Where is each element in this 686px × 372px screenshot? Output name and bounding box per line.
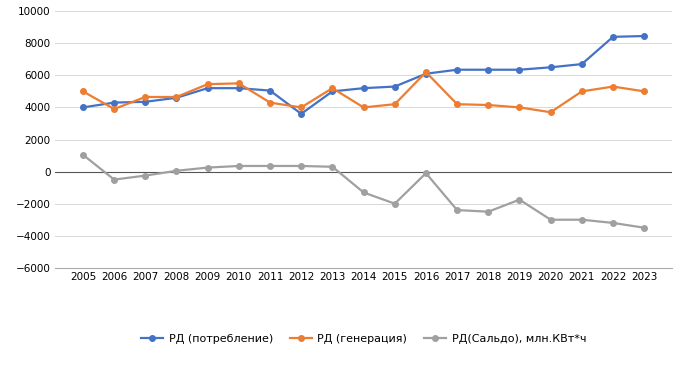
- РД (генерация): [390, 102, 399, 106]
- РД (потребление): [453, 67, 461, 72]
- РД(Сальдо), млн.КВт*ч: [547, 218, 555, 222]
- РД (потребление): [297, 112, 305, 116]
- РД (генерация): [266, 100, 274, 105]
- РД (потребление): [172, 96, 180, 100]
- РД(Сальдо), млн.КВт*ч: [110, 177, 118, 182]
- РД(Сальдо), млн.КВт*ч: [204, 165, 212, 170]
- РД (потребление): [141, 100, 150, 104]
- РД (генерация): [640, 89, 648, 94]
- Line: РД(Сальдо), млн.КВт*ч: РД(Сальдо), млн.КВт*ч: [80, 152, 647, 231]
- РД (генерация): [110, 107, 118, 111]
- РД(Сальдо), млн.КВт*ч: [297, 164, 305, 168]
- РД (потребление): [640, 34, 648, 38]
- РД (потребление): [204, 86, 212, 90]
- РД (потребление): [578, 62, 586, 66]
- РД(Сальдо), млн.КВт*ч: [609, 221, 617, 225]
- РД (генерация): [359, 105, 368, 110]
- РД (генерация): [547, 110, 555, 115]
- РД(Сальдо), млн.КВт*ч: [359, 190, 368, 195]
- РД (потребление): [79, 105, 87, 110]
- РД(Сальдо), млн.КВт*ч: [79, 153, 87, 157]
- РД (потребление): [515, 67, 523, 72]
- РД (потребление): [266, 88, 274, 93]
- РД (потребление): [329, 89, 337, 94]
- РД (потребление): [110, 100, 118, 105]
- РД (генерация): [578, 89, 586, 94]
- РД (потребление): [547, 65, 555, 70]
- Line: РД (генерация): РД (генерация): [80, 69, 647, 115]
- РД (потребление): [484, 67, 493, 72]
- РД (генерация): [329, 86, 337, 90]
- РД (потребление): [422, 71, 430, 76]
- Legend: РД (потребление), РД (генерация), РД(Сальдо), млн.КВт*ч: РД (потребление), РД (генерация), РД(Сал…: [137, 330, 591, 349]
- РД (генерация): [515, 105, 523, 110]
- РД(Сальдо), млн.КВт*ч: [172, 169, 180, 173]
- РД (генерация): [422, 70, 430, 74]
- РД (генерация): [79, 89, 87, 94]
- РД (генерация): [204, 82, 212, 86]
- РД(Сальдо), млн.КВт*ч: [422, 171, 430, 176]
- РД (генерация): [141, 95, 150, 99]
- РД (потребление): [359, 86, 368, 90]
- РД(Сальдо), млн.КВт*ч: [515, 198, 523, 202]
- РД (генерация): [235, 81, 243, 86]
- РД (потребление): [390, 84, 399, 89]
- РД(Сальдо), млн.КВт*ч: [390, 202, 399, 206]
- РД(Сальдо), млн.КВт*ч: [484, 209, 493, 214]
- РД (потребление): [609, 35, 617, 39]
- РД(Сальдо), млн.КВт*ч: [578, 218, 586, 222]
- РД(Сальдо), млн.КВт*ч: [453, 208, 461, 212]
- РД (генерация): [453, 102, 461, 106]
- РД(Сальдо), млн.КВт*ч: [141, 173, 150, 178]
- РД (генерация): [484, 103, 493, 107]
- РД(Сальдо), млн.КВт*ч: [266, 164, 274, 168]
- РД(Сальдо), млн.КВт*ч: [640, 225, 648, 230]
- РД (потребление): [235, 86, 243, 90]
- Line: РД (потребление): РД (потребление): [80, 33, 647, 116]
- РД(Сальдо), млн.КВт*ч: [329, 164, 337, 169]
- РД (генерация): [297, 105, 305, 110]
- РД(Сальдо), млн.КВт*ч: [235, 164, 243, 168]
- РД (генерация): [172, 95, 180, 99]
- РД (генерация): [609, 84, 617, 89]
